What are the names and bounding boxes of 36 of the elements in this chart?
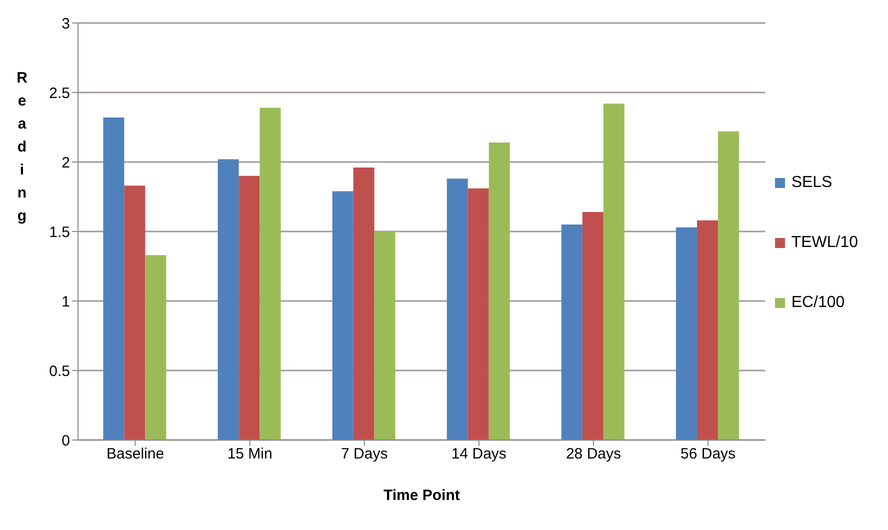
- x-tick-label: 28 Days: [566, 446, 621, 463]
- x-tick-label: 56 Days: [680, 446, 736, 463]
- x-axis-title: Time Point: [383, 487, 460, 504]
- bar: [603, 104, 624, 440]
- y-tick-label: 1: [62, 293, 70, 310]
- bar: [238, 176, 260, 440]
- bar: [124, 186, 146, 440]
- bar: [260, 108, 281, 440]
- legend-label: TEWL/10: [791, 234, 858, 252]
- y-tick-label: 1.5: [49, 224, 70, 241]
- legend-label: EC/100: [791, 294, 845, 312]
- bar: [446, 178, 468, 440]
- bar: [718, 131, 739, 440]
- y-axis-title: Reading: [16, 70, 28, 224]
- bar: [145, 255, 166, 440]
- y-tick-label: 2: [62, 154, 70, 172]
- bar: [696, 220, 718, 440]
- bar: [561, 224, 582, 440]
- bar: [676, 227, 697, 440]
- x-tick-label: 7 Days: [341, 446, 388, 463]
- bar: [582, 212, 604, 440]
- y-tick-label: 0.5: [49, 362, 70, 380]
- bar: [488, 142, 510, 440]
- y-tick-label: 2.5: [49, 84, 70, 102]
- x-tick-label: 14 Days: [451, 446, 506, 463]
- bar: [218, 159, 239, 440]
- x-tick-label: Baseline: [106, 446, 164, 463]
- x-tick-label: 15 Min: [227, 446, 272, 463]
- bar: [468, 188, 489, 440]
- bar: [374, 232, 396, 440]
- bar: [353, 168, 374, 440]
- legend-label: SELS: [791, 174, 832, 192]
- y-tick-label: 0: [62, 432, 70, 450]
- y-tick-label: 3: [62, 15, 70, 32]
- bar: [103, 118, 124, 440]
- bar: [332, 191, 354, 440]
